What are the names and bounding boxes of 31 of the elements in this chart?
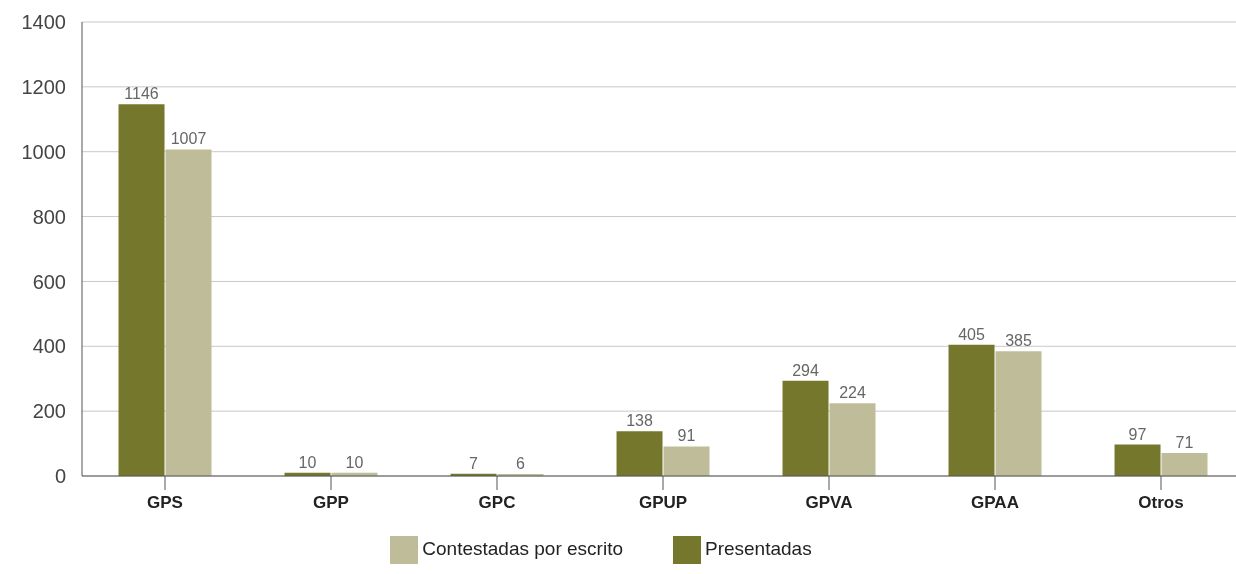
x-tick-label: GPS xyxy=(147,493,183,513)
data-label: 138 xyxy=(626,412,653,430)
x-tick-label: GPAA xyxy=(971,493,1019,513)
data-label: 6 xyxy=(516,455,526,473)
y-tick-label: 1400 xyxy=(21,11,66,34)
y-tick-label: 0 xyxy=(54,465,66,488)
x-tick-label: GPUP xyxy=(638,493,688,513)
y-tick-label: 1000 xyxy=(21,140,66,163)
x-tick-label: GPC xyxy=(478,493,516,513)
y-tick-label: 200 xyxy=(32,400,66,423)
y-tick-label: 1200 xyxy=(21,75,66,98)
data-label: 71 xyxy=(1175,433,1194,451)
data-label: 10 xyxy=(298,453,317,471)
data-label: 385 xyxy=(1005,332,1032,350)
data-label: 97 xyxy=(1128,425,1147,443)
data-label: 405 xyxy=(958,325,985,343)
x-tick-label: GPVA xyxy=(805,493,853,513)
data-label: 1007 xyxy=(170,130,207,148)
legend-label: Presentadas xyxy=(704,538,812,560)
data-label: 1146 xyxy=(124,85,159,103)
data-label: 91 xyxy=(677,427,696,445)
data-label: 10 xyxy=(345,453,364,471)
data-label: 294 xyxy=(792,361,819,379)
legend-label: Contestadas por escrito xyxy=(422,538,623,560)
data-label: 224 xyxy=(839,384,866,402)
x-tick-label: GPP xyxy=(313,493,349,513)
x-tick-label: Otros xyxy=(1138,493,1184,513)
y-tick-label: 400 xyxy=(32,335,66,358)
data-label: 7 xyxy=(469,454,479,472)
y-tick-label: 800 xyxy=(32,205,66,228)
y-tick-label: 600 xyxy=(32,270,66,293)
